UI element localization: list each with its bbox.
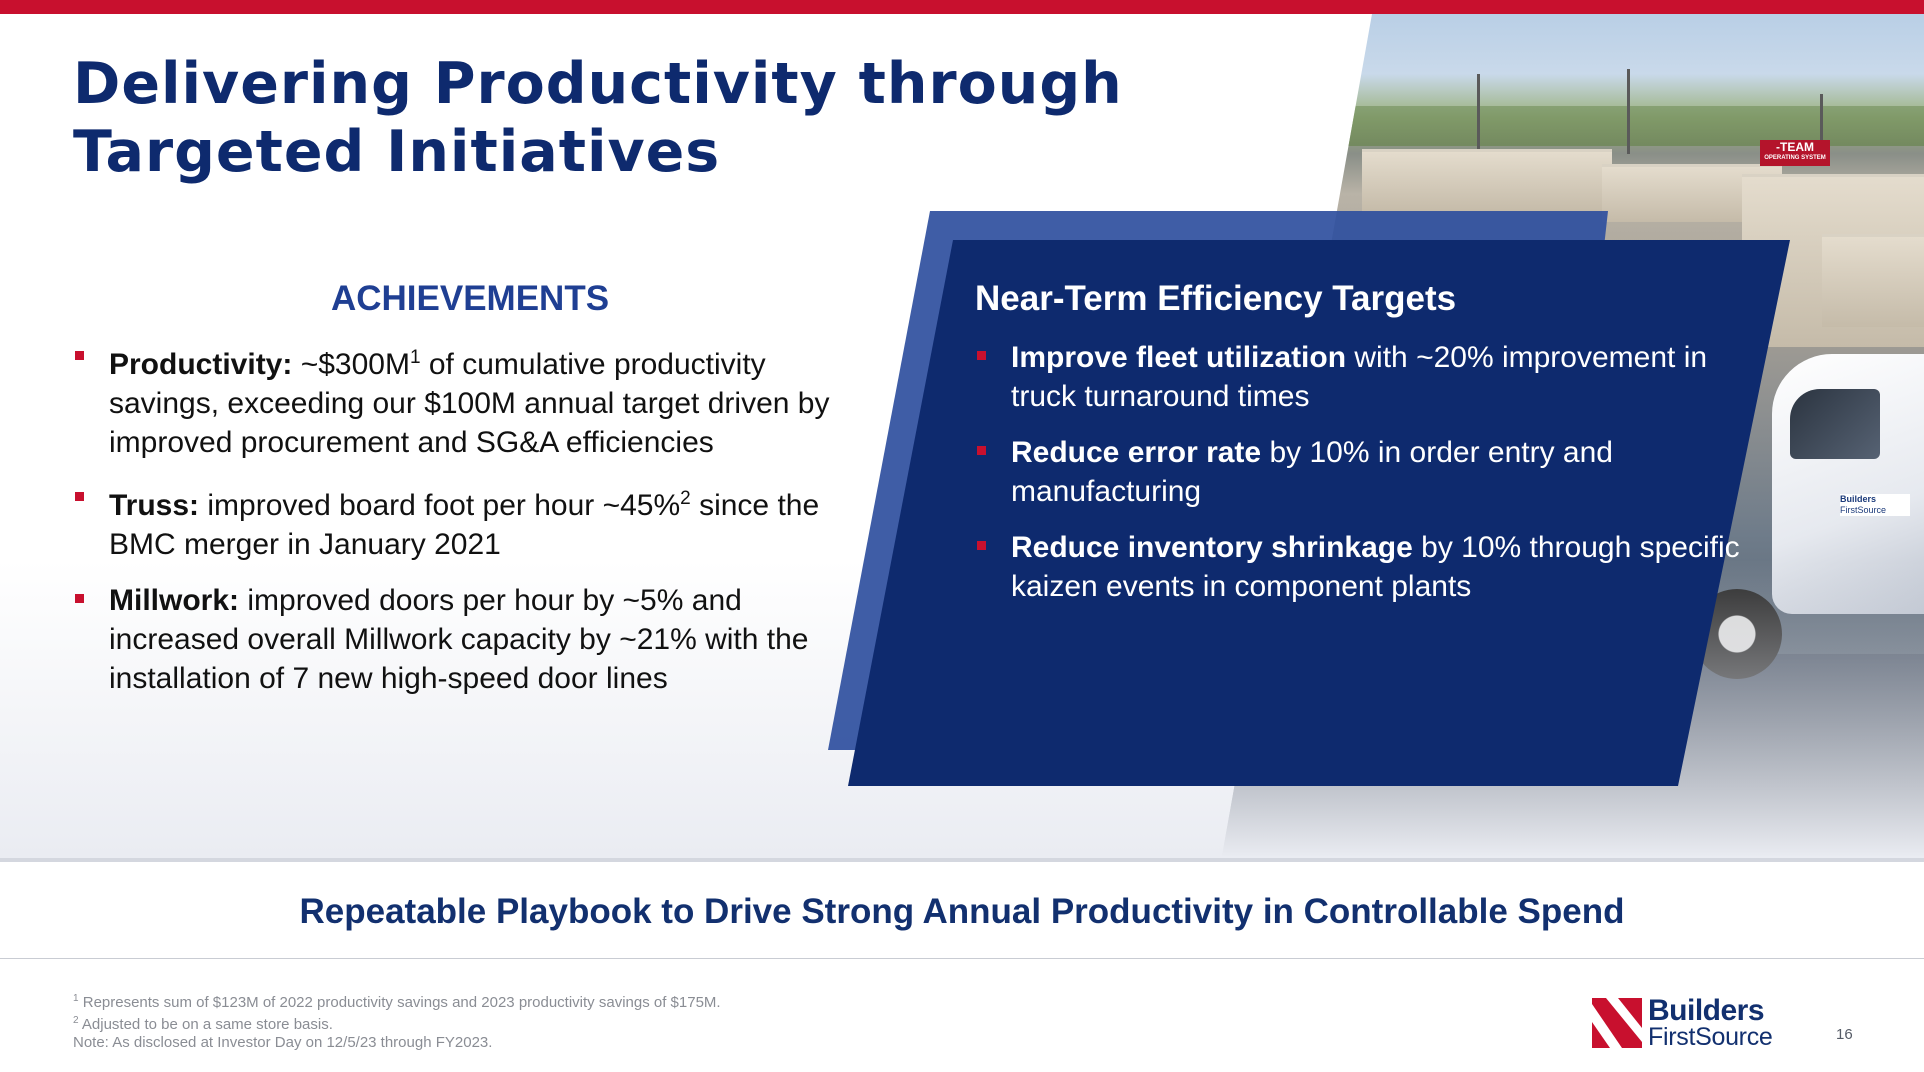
achievement-label: Productivity:: [109, 348, 293, 381]
tagline: Repeatable Playbook to Drive Strong Annu…: [299, 892, 1625, 931]
footnote-note: Note: As disclosed at Investor Day on 12…: [73, 1034, 493, 1051]
logo-line-1: Builders: [1648, 994, 1765, 1027]
achievement-item-truss: Truss: improved board foot per hour ~45%…: [73, 479, 873, 564]
footer-rule: [0, 958, 1924, 959]
achievement-text: improved board foot per hour ~45%: [199, 489, 681, 522]
achievement-label: Millwork:: [109, 584, 240, 617]
top-accent-bar: [0, 0, 1924, 14]
target-text: by 10% in order entry and manufacturing: [1011, 436, 1613, 508]
achievements-heading: ACHIEVEMENTS: [330, 279, 610, 318]
xteam-badge: -TEAM OPERATING SYSTEM: [1760, 140, 1830, 166]
footnote-1: 1 Represents sum of $123M of 2022 produc…: [73, 990, 973, 1012]
target-label: Reduce inventory shrinkage: [1011, 531, 1413, 564]
target-text: by 10% through specific kaizen events in…: [1011, 531, 1740, 603]
target-text: with ~20% improvement in truck turnaroun…: [1011, 341, 1708, 413]
achievement-text: since the BMC merger in January 2021: [109, 489, 820, 561]
targets-list: Improve fleet utilization with ~20% impr…: [975, 338, 1745, 623]
bullet-square-icon: [75, 594, 84, 603]
title-line-1: Delivering Productivity through: [73, 51, 1123, 117]
bullet-square-icon: [75, 492, 84, 501]
achievements-list: Productivity: ~$300M1 of cumulative prod…: [73, 338, 873, 715]
bullet-square-icon: [977, 446, 986, 455]
achievement-item-millwork: Millwork: improved doors per hour by ~5%…: [73, 581, 873, 698]
footnote-1-text: Represents sum of $123M of 2022 producti…: [78, 994, 721, 1011]
bullet-square-icon: [977, 541, 986, 550]
page-number: 16: [1836, 1026, 1853, 1043]
target-item-shrinkage: Reduce inventory shrinkage by 10% throug…: [975, 528, 1745, 606]
xteam-badge-sub: OPERATING SYSTEM: [1764, 155, 1826, 161]
achievement-text: improved doors per hour by ~5% and incre…: [109, 584, 809, 695]
slide-title: Delivering Productivity through Targeted…: [73, 50, 1173, 186]
photo-power-pole: [1820, 94, 1823, 154]
footnote-ref: 1: [409, 347, 421, 368]
target-item-error-rate: Reduce error rate by 10% in order entry …: [975, 433, 1745, 511]
photo-truck-window: [1790, 389, 1880, 459]
photo-lumber-stack: [1362, 149, 1612, 212]
footnote-2: 2 Adjusted to be on a same store basis.: [73, 1012, 973, 1034]
footnote-ref: 2: [680, 488, 691, 509]
truck-door-logo-line1: Builders: [1840, 494, 1877, 504]
photo-power-pole: [1627, 69, 1630, 154]
targets-heading: Near-Term Efficiency Targets: [975, 279, 1457, 318]
xteam-badge-main: -TEAM: [1776, 140, 1814, 154]
footnotes: 1 Represents sum of $123M of 2022 produc…: [73, 990, 973, 1052]
logo-line-2: FirstSource: [1648, 1023, 1773, 1051]
truck-door-logo-line2: FirstSource: [1840, 505, 1887, 515]
section-divider: [0, 858, 1924, 862]
bullet-square-icon: [75, 351, 84, 360]
achievement-label: Truss:: [109, 489, 200, 522]
footnote-2-text: Adjusted to be on a same store basis.: [78, 1016, 333, 1033]
footnote-2-marker: 2: [73, 1015, 79, 1026]
achievement-text: ~$300M: [292, 348, 410, 381]
title-line-2: Targeted Initiatives: [73, 119, 721, 185]
target-item-fleet: Improve fleet utilization with ~20% impr…: [975, 338, 1745, 416]
photo-power-pole: [1477, 74, 1480, 154]
builders-firstsource-logo: Builders FirstSource: [1592, 996, 1792, 1050]
bullet-square-icon: [977, 351, 986, 360]
logo-mark-icon: [1592, 998, 1642, 1048]
target-label: Reduce error rate: [1011, 436, 1262, 469]
achievement-item-productivity: Productivity: ~$300M1 of cumulative prod…: [73, 338, 873, 462]
photo-lumber-stack: [1822, 234, 1924, 327]
target-label: Improve fleet utilization: [1011, 341, 1347, 374]
targets-panel: [848, 240, 1790, 786]
achievement-text: of cumulative productivity savings, exce…: [109, 348, 830, 459]
footnote-1-marker: 1: [73, 993, 79, 1004]
truck-door-logo: Builders FirstSource: [1840, 494, 1910, 516]
